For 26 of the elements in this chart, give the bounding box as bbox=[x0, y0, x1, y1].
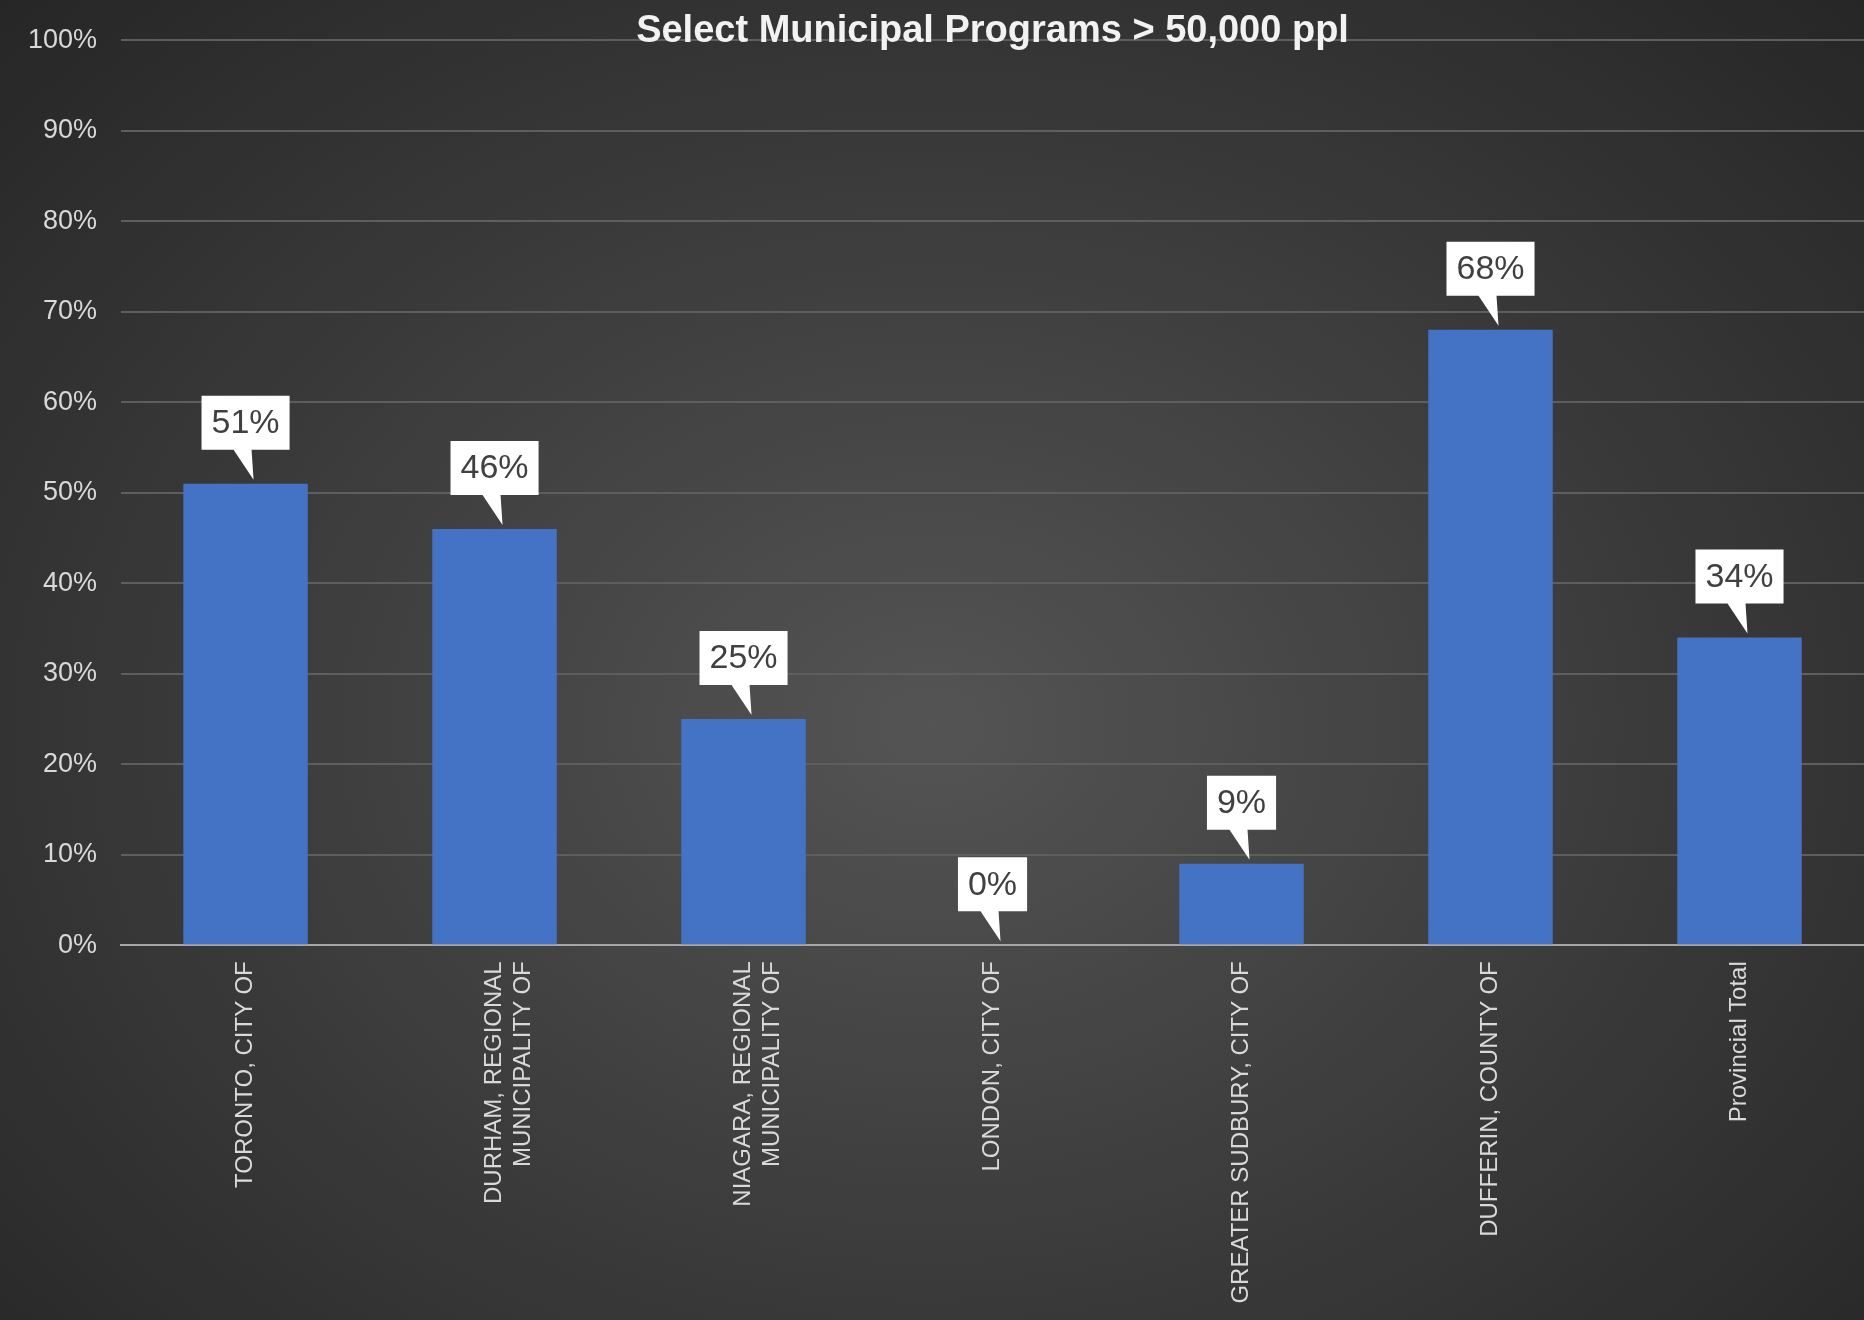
y-tick-label: 60% bbox=[43, 385, 98, 416]
chart-title: Select Municipal Programs > 50,000 ppl bbox=[636, 8, 1349, 51]
x-tick-label: DURHAM, REGIONAL MUNICIPALITY OF bbox=[479, 961, 535, 1204]
x-tick-label: LONDON, CITY OF bbox=[977, 961, 1005, 1172]
x-tick-label: DUFFERIN, COUNTY OF bbox=[1475, 961, 1503, 1237]
x-tick-label: TORONTO, CITY OF bbox=[230, 961, 258, 1188]
y-tick-label: 50% bbox=[43, 476, 98, 507]
data-label: 51% bbox=[211, 402, 280, 441]
x-tick-label: NIAGARA, REGIONAL MUNICIPALITY OF bbox=[728, 961, 784, 1207]
y-tick-label: 20% bbox=[43, 747, 98, 778]
y-tick-label: 70% bbox=[43, 295, 98, 326]
data-label: 25% bbox=[709, 637, 778, 676]
y-tick-label: 30% bbox=[43, 657, 98, 688]
y-tick-label: 10% bbox=[43, 838, 98, 869]
x-tick-label: GREATER SUDBURY, CITY OF bbox=[1226, 961, 1254, 1304]
data-label: 46% bbox=[460, 447, 529, 486]
data-label: 68% bbox=[1456, 248, 1525, 287]
y-tick-label: 80% bbox=[43, 204, 98, 235]
x-tick-label: Provincial Total bbox=[1724, 961, 1752, 1123]
data-label: 0% bbox=[967, 863, 1018, 902]
y-tick-label: 0% bbox=[58, 928, 98, 959]
y-tick-label: 90% bbox=[43, 114, 98, 145]
data-label: 34% bbox=[1705, 555, 1774, 594]
y-tick-label: 100% bbox=[27, 23, 98, 54]
data-label: 9% bbox=[1216, 782, 1267, 821]
y-tick-label: 40% bbox=[43, 566, 98, 597]
